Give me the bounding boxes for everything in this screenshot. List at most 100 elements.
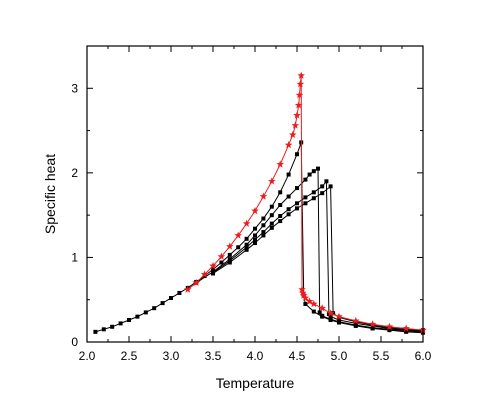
series-1 [194,166,425,334]
x-axis-title: Temperature [216,375,295,391]
data-point [328,184,333,189]
data-point [335,312,343,320]
data-point [295,206,299,211]
data-point [261,216,266,221]
data-point [160,301,165,306]
data-point [286,207,291,212]
data-point [289,130,297,139]
data-point [311,169,316,174]
x-tick-label: 4.0 [247,349,264,363]
data-point [328,317,333,322]
data-point [295,152,299,157]
data-point [177,290,182,295]
data-point [320,184,325,189]
data-point [303,195,308,200]
data-point [93,329,98,334]
data-point [278,202,283,207]
data-point [317,310,322,315]
data-point [303,201,308,206]
data-point [127,318,131,323]
data-point [219,260,224,265]
data-point [211,271,215,276]
data-point [311,309,316,314]
data-point [293,111,301,119]
data-point [202,274,207,279]
x-tick-label: 5.0 [331,349,348,363]
y-tick-label: 0 [71,335,78,349]
data-point [261,223,266,228]
data-point [253,226,257,231]
data-point [402,324,410,332]
data-point [286,212,291,217]
y-axis-ticks: 0 1 2 3 [71,81,423,349]
y-axis-title: Specific heat [42,154,58,234]
data-point [234,231,242,239]
data-point [244,236,249,241]
data-point [299,291,308,299]
data-point [244,245,249,250]
data-point [253,233,257,238]
data-point [295,201,299,206]
data-point [135,314,140,319]
x-tick-label: 4.5 [289,349,306,363]
data-point [217,252,226,260]
data-point [286,172,291,177]
data-point [244,247,249,252]
data-point [303,301,308,306]
data-point [253,241,257,246]
data-point [211,267,215,272]
data-point [311,196,316,201]
data-point [296,80,305,88]
data-point [226,242,234,250]
data-point [320,313,325,318]
data-point [152,306,157,311]
data-point [297,71,305,79]
data-point [209,261,217,270]
data-point [200,270,209,278]
data-point [324,179,329,184]
series-0 [93,140,425,335]
x-tick-label: 5.5 [373,349,390,363]
data-point [110,324,115,329]
data-point [236,245,241,250]
data-point [261,233,266,238]
data-point [184,285,192,293]
data-point [169,296,173,301]
data-point [337,318,341,323]
data-point [303,177,308,182]
x-tick-label: 6.0 [415,349,432,363]
y-tick-label: 1 [71,250,78,264]
x-tick-label: 3.5 [205,349,222,363]
x-tick-label: 3.0 [163,349,180,363]
data-point [268,177,276,185]
data-point [143,310,148,315]
data-point [269,225,274,230]
series-line [187,75,424,331]
data-point [278,190,283,195]
data-point [295,91,304,99]
data-point [278,213,283,218]
data-point [261,230,266,235]
data-point [368,320,377,328]
data-point [227,252,232,257]
data-point [278,219,283,224]
data-point [331,311,336,316]
data-point [284,140,293,149]
data-point [295,186,299,191]
x-tick-label: 2.0 [79,349,96,363]
x-tick-label: 2.5 [121,349,138,363]
data-point [307,172,312,177]
data-point [301,294,310,302]
data-point [192,278,200,287]
data-point [259,192,268,200]
data-point [244,242,249,247]
data-point [269,204,274,209]
series-line [95,142,424,334]
data-point [305,297,314,305]
data-point [316,166,320,171]
data-point [328,314,333,319]
data-point [101,327,106,332]
data-point [242,219,251,227]
data-point [118,321,123,326]
